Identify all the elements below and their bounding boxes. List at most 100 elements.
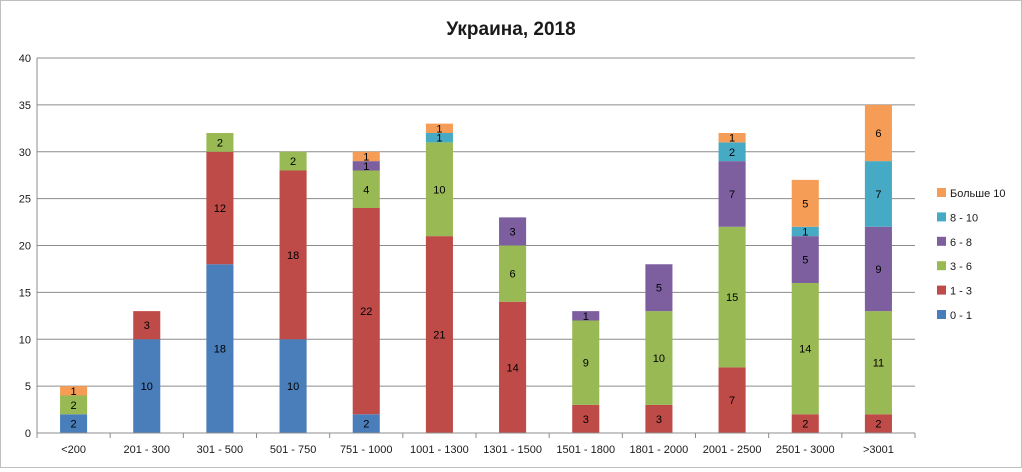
data-label: 2 bbox=[802, 419, 808, 431]
bar-segment bbox=[864, 226, 892, 312]
y-tick-label: 35 bbox=[19, 100, 31, 112]
data-label: 3 bbox=[510, 226, 516, 238]
x-tick-label: 1801 - 2000 bbox=[630, 444, 689, 456]
data-label: 2 bbox=[290, 156, 296, 168]
data-label: 2 bbox=[71, 400, 77, 412]
data-label: 10 bbox=[287, 381, 299, 393]
y-tick-label: 30 bbox=[19, 147, 31, 159]
data-label: 1 bbox=[729, 133, 735, 145]
x-tick-label: 1301 - 1500 bbox=[483, 444, 542, 456]
y-tick-label: 15 bbox=[19, 287, 31, 299]
bar-segment bbox=[791, 414, 819, 433]
bar-segment bbox=[425, 142, 453, 237]
bars: 221 1031812210182222411211011146339131057… bbox=[60, 104, 892, 433]
bar-segment bbox=[499, 245, 527, 302]
data-label: 7 bbox=[729, 395, 735, 407]
legend-label: 6 - 8 bbox=[950, 237, 972, 249]
bar-segment bbox=[718, 161, 746, 227]
bar-segment bbox=[60, 395, 88, 415]
data-label: 14 bbox=[506, 362, 518, 374]
x-tick-label: 301 - 500 bbox=[197, 444, 243, 456]
bar-segment bbox=[718, 367, 746, 433]
bar-segment bbox=[791, 179, 819, 227]
data-label: 4 bbox=[363, 184, 369, 196]
data-label: 1 bbox=[363, 161, 369, 173]
gridlines bbox=[37, 57, 915, 434]
bar-segment bbox=[425, 123, 453, 133]
x-tick-label: 201 - 300 bbox=[124, 444, 170, 456]
legend-swatch bbox=[937, 261, 946, 271]
bar-segment bbox=[279, 151, 307, 171]
legend-swatch bbox=[937, 285, 946, 295]
data-label: 1 bbox=[802, 226, 808, 238]
x-tick-label: 2001 - 2500 bbox=[703, 444, 762, 456]
data-label: 10 bbox=[141, 381, 153, 393]
x-tick-label: 1001 - 1300 bbox=[410, 444, 469, 456]
data-label: 12 bbox=[214, 203, 226, 215]
legend-label: 3 - 6 bbox=[950, 261, 972, 273]
bar-segment bbox=[718, 133, 746, 143]
data-label: 2 bbox=[729, 147, 735, 159]
bar-segment bbox=[425, 133, 453, 143]
bar-segment bbox=[791, 226, 819, 237]
data-label: 1 bbox=[363, 151, 369, 163]
y-tick-label: 5 bbox=[25, 381, 31, 393]
data-label: 7 bbox=[729, 189, 735, 201]
data-label: 14 bbox=[799, 344, 811, 356]
data-label: 11 bbox=[873, 358, 884, 370]
data-label: 2 bbox=[363, 419, 369, 431]
x-tick-label: 2501 - 3000 bbox=[776, 444, 835, 456]
bar-segment bbox=[352, 414, 380, 433]
legend-swatch bbox=[937, 310, 946, 319]
bar-segment bbox=[279, 339, 307, 433]
bar-segment bbox=[572, 320, 600, 405]
bar-segment bbox=[791, 236, 819, 283]
bar-segment bbox=[645, 404, 673, 433]
y-axis: 0 5 10 15 20 25 30 35 40 bbox=[19, 53, 38, 440]
data-label: 1 bbox=[436, 133, 442, 145]
data-label: 6 bbox=[875, 128, 881, 140]
data-label: 2 bbox=[217, 137, 223, 149]
bar-segment bbox=[499, 301, 527, 433]
data-label: 5 bbox=[802, 255, 808, 267]
bar-segment bbox=[60, 414, 88, 433]
data-label: 3 bbox=[583, 414, 589, 426]
bar-segment bbox=[352, 170, 380, 208]
data-label: 10 bbox=[433, 184, 445, 196]
data-label: 22 bbox=[360, 306, 372, 318]
x-tick-label: <200 bbox=[61, 444, 86, 456]
x-tick-label: 751 - 1000 bbox=[340, 444, 393, 456]
data-label: 21 bbox=[433, 330, 445, 342]
y-tick-label: 40 bbox=[19, 53, 31, 65]
data-label: 5 bbox=[656, 283, 662, 295]
legend-label: 8 - 10 bbox=[950, 212, 978, 224]
bar-segment bbox=[206, 133, 234, 152]
y-tick-label: 10 bbox=[19, 334, 31, 346]
bar-segment bbox=[864, 414, 892, 433]
legend-label: 1 - 3 bbox=[950, 286, 972, 298]
bar-segment bbox=[499, 217, 527, 246]
data-label: 18 bbox=[287, 250, 299, 262]
bar-segment bbox=[864, 104, 892, 162]
bar-segment bbox=[864, 311, 892, 415]
bar-segment bbox=[133, 311, 161, 340]
bar-segment bbox=[206, 151, 234, 265]
data-label: 10 bbox=[653, 353, 665, 365]
x-axis: <200 201 - 300 301 - 500 501 - 750 751 - 100… bbox=[36, 432, 916, 456]
data-label: 1 bbox=[436, 123, 442, 135]
legend: Больше 10 8 - 10 6 - 8 3 - 6 1 - 3 0 - 1 bbox=[937, 188, 1005, 322]
bar-segment bbox=[352, 151, 380, 162]
legend-swatch bbox=[937, 212, 946, 222]
bar-segment bbox=[791, 283, 819, 415]
bar-segment bbox=[572, 311, 600, 321]
data-label: 9 bbox=[875, 264, 881, 276]
bar-segment bbox=[279, 170, 307, 340]
data-label: 9 bbox=[583, 358, 589, 370]
data-label: 3 bbox=[656, 414, 662, 426]
data-label: 1 bbox=[71, 386, 77, 398]
y-tick-label: 0 bbox=[25, 428, 31, 440]
legend-label: 0 - 1 bbox=[950, 310, 972, 322]
bar-segment bbox=[425, 236, 453, 433]
data-label: 2 bbox=[875, 419, 881, 431]
